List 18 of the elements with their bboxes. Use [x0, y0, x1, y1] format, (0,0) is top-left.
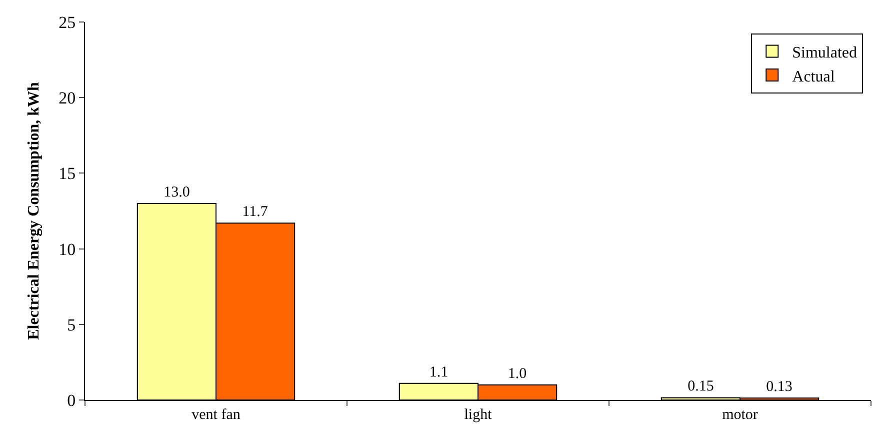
data-label: 0.15 [688, 378, 714, 395]
x-tick-label: motor [722, 407, 758, 423]
data-label: 0.13 [766, 379, 792, 396]
y-tick-label: 15 [58, 164, 76, 184]
legend-label: Actual [792, 68, 836, 86]
data-label: 11.7 [242, 204, 268, 220]
y-tick-label: 10 [58, 240, 76, 259]
data-label: 1.1 [429, 364, 448, 380]
data-label: 1.0 [508, 366, 527, 382]
y-axis-title: Electrical Energy Consumption, kWh [26, 82, 42, 340]
y-tick-label: 25 [58, 12, 76, 32]
y-tick-label: 20 [58, 88, 76, 108]
x-tick-label: vent fan [192, 407, 241, 423]
x-tick-label: light [464, 407, 493, 423]
y-tick-label: 0 [67, 390, 76, 410]
data-label: 13.0 [164, 184, 190, 200]
y-tick-label: 5 [67, 315, 76, 334]
legend-label: Simulated [792, 44, 858, 62]
